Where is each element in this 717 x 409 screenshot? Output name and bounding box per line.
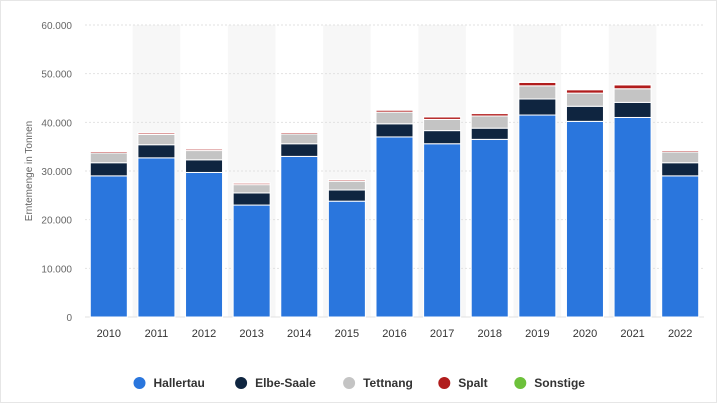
bar-stack (614, 85, 651, 317)
bar-stack (424, 117, 461, 317)
bar-stack (376, 110, 413, 317)
legend-label: Spalt (458, 376, 487, 390)
legend-item: Spalt (438, 376, 487, 390)
y-tick-label: 40.000 (41, 118, 72, 129)
bar-segment (471, 116, 508, 128)
legend: Hallertau Elbe-Saale Tettnang Spalt Sonstige (134, 376, 586, 390)
x-tick-label: 2019 (525, 328, 549, 340)
x-tick-label: 2013 (239, 328, 263, 340)
legend-marker (134, 377, 146, 389)
bar-stack (281, 132, 318, 317)
bar-segment (281, 134, 318, 144)
bar-stack (471, 113, 508, 317)
bar-segment (614, 102, 651, 117)
bar-segment (90, 176, 127, 317)
bar-segment (138, 158, 175, 317)
bar-segment (186, 151, 223, 160)
y-tick-label: 10.000 (41, 264, 72, 275)
bar-segment (566, 121, 603, 317)
y-tick-label: 30.000 (41, 167, 72, 178)
legend-marker (514, 377, 526, 389)
bar-stack (90, 151, 127, 317)
x-tick-label: 2012 (192, 328, 216, 340)
legend-label: Hallertau (154, 376, 205, 390)
bar-stack (662, 150, 699, 317)
bar-segment (471, 139, 508, 317)
bar-segment (281, 144, 318, 157)
legend-marker (438, 377, 450, 389)
bar-stack (138, 133, 175, 317)
bar-segment (233, 193, 270, 205)
legend-marker (343, 377, 355, 389)
x-tick-label: 2020 (573, 328, 597, 340)
x-tick-label: 2014 (287, 328, 311, 340)
y-tick-label: 20.000 (41, 216, 72, 227)
bar-segment (424, 119, 461, 130)
legend-marker (235, 377, 247, 389)
bar-segment (614, 89, 651, 103)
bar-segment (519, 86, 556, 99)
bar-segment (662, 176, 699, 317)
x-tick-label: 2016 (382, 328, 406, 340)
bar-segment (566, 106, 603, 121)
bar-segment (376, 124, 413, 137)
bar-segment (519, 115, 556, 317)
bar-segment (471, 128, 508, 139)
bar-segment (376, 137, 413, 317)
bar-segment (328, 181, 365, 190)
bar-segment (90, 153, 127, 163)
legend-label: Tettnang (363, 376, 413, 390)
bar-stack (566, 89, 603, 317)
bar-segment (233, 185, 270, 193)
x-axis-ticks: 2010 2011 2012 2013 2014 2015 2016 2017 2018 2019… (97, 328, 693, 340)
bar-segment (186, 160, 223, 173)
bar-stack (233, 183, 270, 317)
bar-segment (90, 163, 127, 176)
bar-segment (138, 135, 175, 145)
bar-segment (138, 145, 175, 158)
x-tick-label: 2018 (477, 328, 501, 340)
bar-segment (186, 172, 223, 317)
legend-item: Sonstige (514, 376, 585, 390)
x-tick-label: 2022 (668, 328, 692, 340)
bar-segment (328, 201, 365, 317)
y-tick-label: 50.000 (41, 70, 72, 81)
bar-stack (186, 149, 223, 317)
legend-label: Sonstige (534, 376, 585, 390)
y-tick-label: 60.000 (41, 21, 72, 32)
bar-segment (424, 131, 461, 144)
legend-item: Tettnang (343, 376, 413, 390)
bar-segment (281, 156, 318, 317)
bar-segment (614, 117, 651, 317)
legend-item: Elbe-Saale (235, 376, 316, 390)
x-tick-label: 2021 (620, 328, 644, 340)
bar-segment (328, 190, 365, 201)
bar-segment (376, 112, 413, 124)
bar-segment (662, 152, 699, 163)
bar-segment (519, 99, 556, 115)
bar-segment (233, 205, 270, 317)
bar-stack (328, 180, 365, 317)
x-tick-label: 2015 (335, 328, 359, 340)
legend-label: Elbe-Saale (255, 376, 316, 390)
legend-item: Hallertau (134, 376, 205, 390)
x-tick-label: 2017 (430, 328, 454, 340)
x-tick-label: 2011 (145, 328, 169, 340)
bar-segment (424, 144, 461, 317)
y-axis-ticks: 0 10.000 20.000 30.000 40.000 50.000 60.000 (41, 21, 72, 324)
y-tick-label: 0 (66, 313, 72, 324)
bar-segment (662, 163, 699, 176)
bar-stack (519, 82, 556, 317)
x-tick-label: 2010 (97, 328, 121, 340)
bar-segment (566, 93, 603, 106)
y-axis-label: Erntemenge in Tonnen (24, 121, 35, 221)
bars (90, 82, 698, 317)
bar-segment (566, 90, 603, 93)
bar-segment (614, 85, 651, 89)
bar-segment (519, 82, 556, 85)
